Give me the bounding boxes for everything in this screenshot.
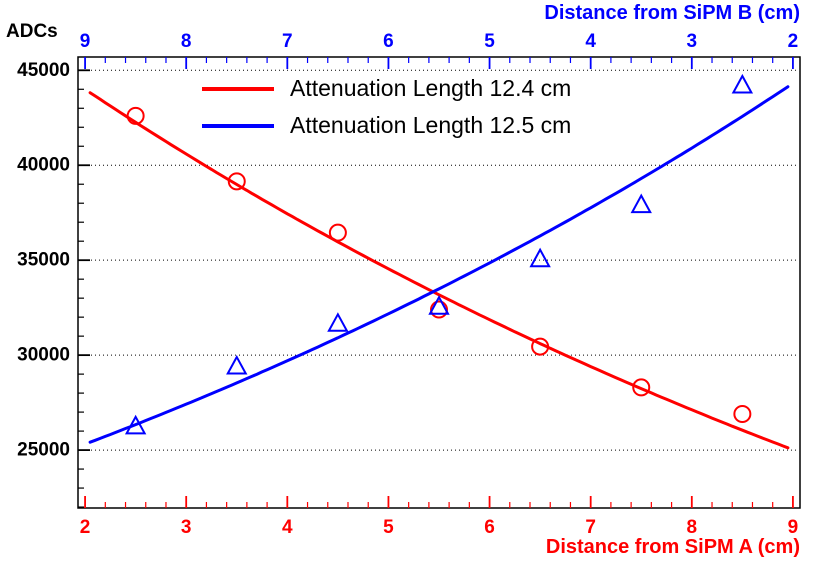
legend-label-red: Attenuation Length 12.4 cm <box>290 75 572 101</box>
x-top-tick-label: 3 <box>687 31 698 52</box>
x-top-tick-label: 8 <box>181 31 192 52</box>
x-bottom-tick-label: 2 <box>80 517 91 538</box>
sipm-b-markers <box>124 73 754 435</box>
axis-ticks <box>78 57 794 508</box>
data-point-triangle <box>327 312 349 332</box>
x-top-tick-label: 5 <box>484 31 495 52</box>
y-tick-label: 40000 <box>17 155 70 176</box>
y-tick-label: 30000 <box>17 345 70 366</box>
y-tick-label: 45000 <box>17 60 70 81</box>
sipm-b-fit-curve <box>88 85 790 444</box>
x-bottom-tick-label: 3 <box>181 517 192 538</box>
legend-item-red: Attenuation Length 12.4 cm <box>202 70 571 107</box>
data-point-circle <box>632 378 651 397</box>
data-point-triangle <box>529 247 551 268</box>
x-bottom-tick-label: 7 <box>585 517 596 538</box>
x-bottom-tick-label: 4 <box>282 517 293 538</box>
data-point-triangle <box>428 295 450 315</box>
x-top-tick-label: 6 <box>383 31 394 52</box>
x-bottom-tick-label: 8 <box>687 517 698 538</box>
x-top-tick-label: 2 <box>788 31 799 52</box>
plot-frame <box>77 56 801 509</box>
legend-label-blue: Attenuation Length 12.5 cm <box>290 112 572 138</box>
gridlines <box>79 69 799 451</box>
bottom-axis-title: Distance from SiPM A (cm) <box>545 536 800 558</box>
data-point-circle <box>430 300 448 319</box>
x-top-tick-label: 9 <box>80 31 91 52</box>
data-point-triangle <box>226 354 248 375</box>
legend-item-blue: Attenuation Length 12.5 cm <box>202 107 571 144</box>
top-axis-title: Distance from SiPM B (cm) <box>544 2 800 24</box>
y-tick-label: 25000 <box>17 440 70 461</box>
data-point-triangle <box>630 193 652 214</box>
data-point-circle <box>531 337 550 356</box>
tick-labels: 25000 30000 35000 40000 45000 2 9 3 8 4 7 5 6 6 5 7 4 8 3 9… <box>17 31 798 538</box>
sipm-a-fit-curve <box>88 91 790 450</box>
y-axis-title: ADCs <box>6 21 58 42</box>
sipm-a-markers <box>126 106 752 424</box>
data-point-circle <box>126 106 145 125</box>
x-bottom-tick-label: 9 <box>788 517 799 538</box>
y-tick-label: 35000 <box>17 250 70 271</box>
x-top-tick-label: 7 <box>282 31 293 52</box>
data-point-circle <box>328 223 347 242</box>
blue-line-sample <box>202 123 274 128</box>
x-top-tick-label: 4 <box>585 31 596 52</box>
red-line-sample <box>202 86 274 91</box>
x-bottom-tick-label: 5 <box>383 517 394 538</box>
x-bottom-tick-label: 6 <box>484 517 495 538</box>
legend: Attenuation Length 12.4 cm Attenuation L… <box>202 70 571 144</box>
data-point-circle <box>227 172 246 191</box>
data-point-triangle <box>124 414 147 435</box>
data-point-circle <box>733 405 752 424</box>
data-point-triangle <box>731 73 754 94</box>
